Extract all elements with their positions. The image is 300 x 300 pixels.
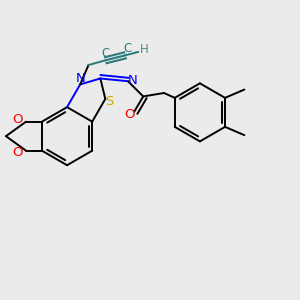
Text: S: S [105,95,114,108]
Text: C: C [101,47,109,60]
Text: H: H [140,43,149,56]
Text: N: N [127,74,137,87]
Text: N: N [75,72,85,86]
Text: O: O [13,113,23,126]
Text: O: O [124,108,135,121]
Text: O: O [13,146,23,159]
Text: C: C [124,42,132,55]
